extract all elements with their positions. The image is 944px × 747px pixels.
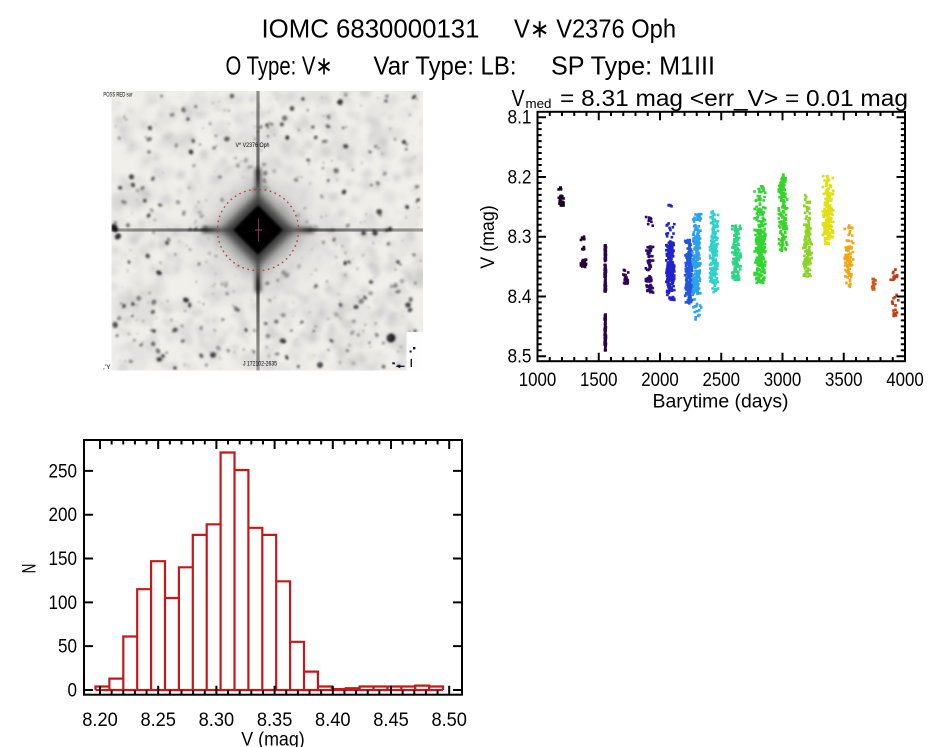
svg-text:3500: 3500 — [825, 370, 863, 391]
svg-text:8.4: 8.4 — [508, 287, 532, 308]
svg-text:V (mag): V (mag) — [478, 205, 499, 269]
svg-text:8.50: 8.50 — [431, 710, 467, 731]
svg-text:8.2: 8.2 — [508, 167, 532, 188]
svg-text:3000: 3000 — [764, 370, 802, 391]
svg-text:V* V2376 Oph: V* V2376 Oph — [236, 142, 270, 149]
svg-text:Var Type: LB:: Var Type: LB: — [374, 51, 517, 81]
svg-text:SP Type: M1III: SP Type: M1III — [551, 51, 715, 81]
svg-text:2500: 2500 — [703, 370, 741, 391]
svg-text:4000: 4000 — [886, 370, 924, 391]
svg-text:N: N — [20, 564, 41, 574]
svg-text:V∗ V2376 Oph: V∗ V2376 Oph — [514, 14, 676, 44]
svg-text:IOMC 6830000131: IOMC 6830000131 — [262, 14, 480, 44]
svg-text:8.1: 8.1 — [508, 108, 532, 129]
svg-text:J 172102-2635: J 172102-2635 — [243, 362, 278, 368]
svg-text:O Type: V∗: O Type: V∗ — [226, 51, 333, 81]
svg-text:1000: 1000 — [519, 370, 557, 391]
svg-text:2000: 2000 — [641, 370, 679, 391]
svg-text:150: 150 — [49, 549, 78, 570]
svg-text:0: 0 — [68, 681, 78, 702]
svg-text:8.30: 8.30 — [199, 710, 235, 731]
svg-text:8.20: 8.20 — [82, 710, 118, 731]
svg-text:8.25: 8.25 — [140, 710, 176, 731]
svg-text:1500: 1500 — [580, 370, 618, 391]
svg-text:8.3: 8.3 — [508, 227, 532, 248]
svg-text:250: 250 — [49, 461, 78, 482]
svg-text:V: V — [512, 85, 526, 111]
svg-text:200: 200 — [49, 505, 78, 526]
svg-text:= 8.31 mag <err_V> = 0.01 mag: = 8.31 mag <err_V> = 0.01 mag — [560, 85, 908, 111]
svg-text:100: 100 — [49, 593, 78, 614]
svg-text:50: 50 — [58, 637, 77, 658]
svg-text:Barytime (days): Barytime (days) — [653, 392, 789, 413]
svg-text:8.40: 8.40 — [315, 710, 351, 731]
svg-text:POSS RED sur: POSS RED sur — [103, 93, 132, 99]
svg-text:8.5: 8.5 — [508, 347, 532, 368]
svg-text:8.35: 8.35 — [257, 710, 293, 731]
svg-text:V (mag): V (mag) — [241, 730, 305, 747]
svg-text:8.45: 8.45 — [373, 710, 409, 731]
svg-text:,'Y: ,'Y — [103, 364, 111, 371]
svg-text:med: med — [526, 97, 552, 111]
